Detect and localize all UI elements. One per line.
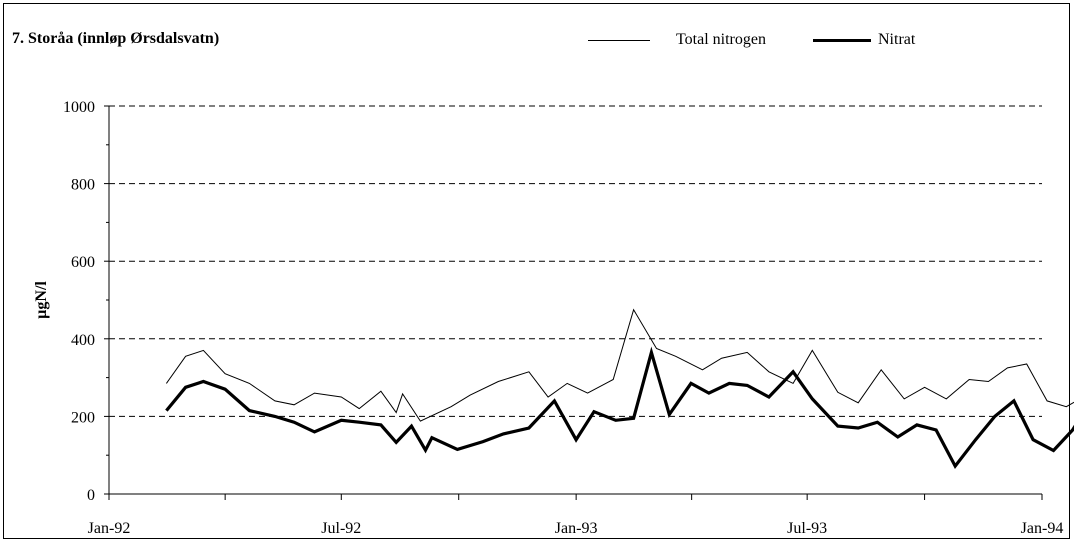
y-tick-label-600: 600 — [71, 254, 95, 271]
gridlines — [109, 105, 1042, 417]
series-line-nitrat — [165, 346, 1074, 470]
y-axis-label: µgN/l — [33, 281, 50, 319]
axes — [104, 105, 1043, 500]
y-tick-label-200: 200 — [71, 409, 95, 426]
y-tick-label-400: 400 — [71, 332, 95, 349]
legend-swatch-total-nitrogen — [588, 40, 650, 41]
y-tick-label-800: 800 — [71, 177, 95, 194]
y-tick-label-0: 0 — [87, 487, 95, 504]
series-line-total-nitrogen — [165, 308, 1074, 422]
chart-title: 7. Storåa (innløp Ørsdalsvatn) — [12, 30, 220, 47]
legend-swatch-nitrat — [813, 39, 871, 42]
x-tick-label-Jan-93: Jan-93 — [555, 520, 598, 537]
series-lines — [165, 308, 1074, 470]
chart-frame — [3, 3, 1070, 539]
x-tick-label-Jan-94: Jan-94 — [1021, 520, 1064, 537]
x-tick-labels: Jan-92 Jul-92 Jan-93 Jul-93 Jan-94 — [88, 520, 1064, 537]
legend-label-total-nitrogen: Total nitrogen — [676, 31, 766, 48]
x-tick-label-Jul-93: Jul-93 — [787, 520, 827, 537]
y-tick-label-1000: 1000 — [63, 99, 95, 116]
y-tick-labels: 0 200 400 600 800 1000 — [63, 99, 95, 504]
x-tick-label-Jul-92: Jul-92 — [321, 520, 361, 537]
legend-label-nitrat: Nitrat — [878, 31, 916, 48]
x-tick-label-Jan-92: Jan-92 — [88, 520, 131, 537]
